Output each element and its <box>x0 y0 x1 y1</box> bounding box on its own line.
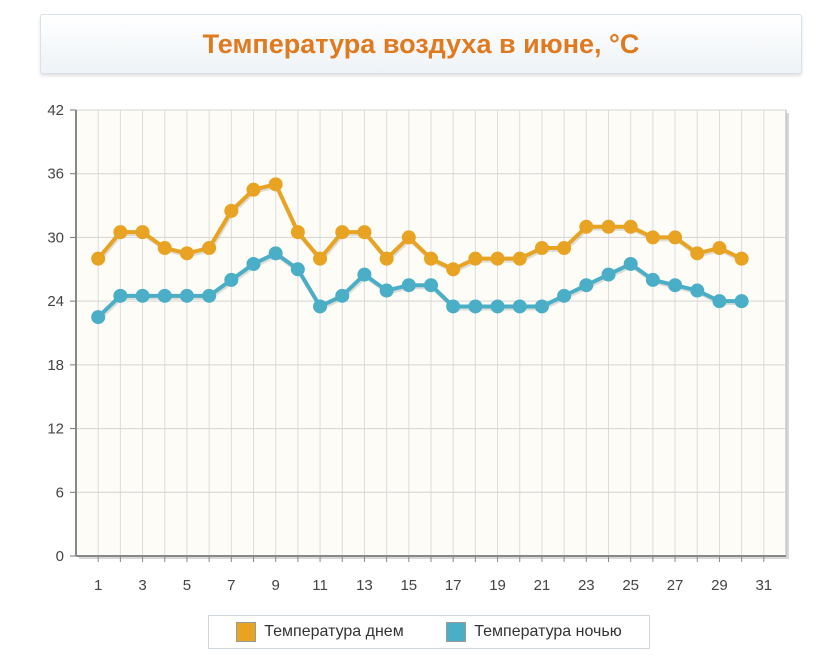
data-point-night <box>202 288 217 303</box>
legend-swatch-night <box>446 622 467 642</box>
data-point-night <box>424 278 438 293</box>
data-point-night <box>113 288 128 303</box>
data-point-day <box>468 251 483 266</box>
y-tick-label: 36 <box>47 166 64 183</box>
title-bar: Температура воздуха в июне, °C <box>40 14 802 74</box>
y-tick-label: 12 <box>47 421 64 438</box>
chart-title: Температура воздуха в июне, °C <box>202 28 640 59</box>
data-point-day <box>313 251 328 266</box>
data-point-day <box>645 230 660 245</box>
data-point-night <box>512 299 527 314</box>
data-point-night <box>690 283 705 298</box>
data-point-day <box>490 251 505 266</box>
data-point-day <box>157 241 172 256</box>
data-point-day <box>246 182 261 197</box>
data-point-night <box>601 267 616 282</box>
data-point-day <box>379 251 394 266</box>
legend-swatch-day <box>236 622 257 642</box>
data-point-night <box>668 278 683 293</box>
data-point-night <box>335 288 350 303</box>
data-point-night <box>557 288 572 303</box>
x-tick-label: 9 <box>272 577 280 594</box>
data-point-day <box>623 219 638 234</box>
legend: Температура днем Температура ночью <box>208 615 650 649</box>
data-point-day <box>202 241 217 256</box>
data-point-day <box>690 246 705 261</box>
data-point-night <box>734 294 749 309</box>
data-point-day <box>268 177 283 192</box>
data-point-night <box>268 246 283 261</box>
x-tick-label: 11 <box>312 577 328 594</box>
legend-label-night: Температура ночью <box>474 623 622 640</box>
data-point-day <box>512 251 527 266</box>
legend-item-day[interactable]: Температура днем <box>236 622 404 642</box>
data-point-night <box>490 299 505 314</box>
data-point-day <box>601 219 616 234</box>
x-tick-label: 25 <box>622 577 639 594</box>
data-point-day <box>357 225 372 240</box>
data-point-day <box>224 203 239 218</box>
data-point-night <box>135 288 150 303</box>
data-point-day <box>335 225 350 240</box>
y-tick-label: 24 <box>47 293 64 310</box>
data-point-night <box>401 278 416 293</box>
x-tick-label: 15 <box>400 577 417 594</box>
data-point-day <box>401 230 416 245</box>
data-point-night <box>313 299 328 314</box>
data-point-night <box>224 272 239 287</box>
x-tick-label: 7 <box>227 577 235 594</box>
legend-label-day: Температура днем <box>264 623 404 640</box>
x-tick-label: 17 <box>445 577 462 594</box>
y-tick-label: 30 <box>47 229 64 246</box>
data-point-night <box>91 310 106 325</box>
data-point-day <box>734 251 749 266</box>
legend-item-night[interactable]: Температура ночью <box>446 622 622 642</box>
data-point-day <box>534 241 549 256</box>
x-tick-label: 1 <box>94 577 102 594</box>
data-point-night <box>246 256 261 271</box>
data-point-day <box>668 230 683 245</box>
y-tick-label: 0 <box>56 548 64 565</box>
data-point-night <box>157 288 172 303</box>
x-tick-label: 23 <box>578 577 595 594</box>
data-point-night <box>179 288 194 303</box>
data-point-night <box>623 256 638 271</box>
data-point-day <box>579 219 594 234</box>
x-tick-label: 31 <box>755 577 772 594</box>
data-point-day <box>179 246 194 261</box>
data-point-night <box>579 278 594 293</box>
data-point-day <box>712 241 727 256</box>
x-tick-label: 29 <box>711 577 728 594</box>
x-tick-label: 3 <box>138 577 146 594</box>
x-tick-label: 5 <box>183 577 191 594</box>
data-point-day <box>91 251 106 266</box>
data-point-day <box>424 251 438 266</box>
data-point-night <box>712 294 727 309</box>
data-point-night <box>446 299 461 314</box>
data-point-night <box>357 267 372 282</box>
y-tick-label: 42 <box>47 102 64 119</box>
data-point-day <box>557 241 572 256</box>
data-point-day <box>135 225 150 240</box>
data-point-night <box>379 283 394 298</box>
data-point-night <box>645 272 660 287</box>
data-point-night <box>290 262 305 277</box>
x-tick-label: 21 <box>534 577 551 594</box>
x-tick-label: 19 <box>489 577 506 594</box>
data-point-day <box>446 262 461 277</box>
data-point-night <box>468 299 483 314</box>
x-tick-label: 27 <box>667 577 684 594</box>
data-point-day <box>113 225 128 240</box>
y-tick-label: 6 <box>56 484 64 501</box>
data-point-day <box>290 225 305 240</box>
data-point-night <box>534 299 549 314</box>
y-tick-label: 18 <box>47 357 64 374</box>
x-tick-label: 13 <box>356 577 373 594</box>
